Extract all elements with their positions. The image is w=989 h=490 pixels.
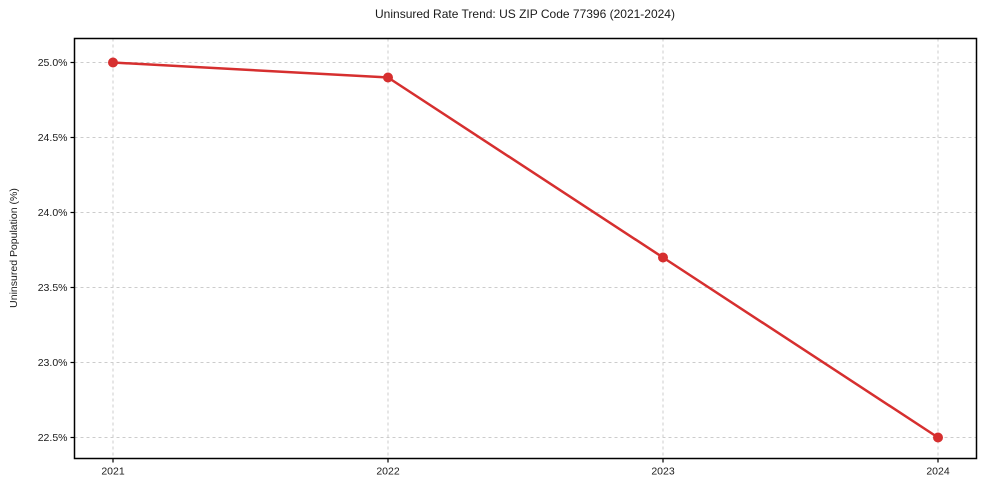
x-tick-label: 2021	[101, 466, 125, 478]
x-tick-label: 2024	[926, 466, 950, 478]
data-point	[383, 72, 393, 83]
y-tick-label: 23.0%	[38, 357, 68, 369]
data-line	[111, 61, 940, 439]
y-tick-label: 25.0%	[38, 57, 68, 69]
y-tick-label: 22.5%	[38, 432, 68, 444]
chart-title: Uninsured Rate Trend: US ZIP Code 77396 …	[375, 7, 675, 21]
plot-border	[73, 37, 978, 460]
data-point	[658, 252, 668, 263]
data-point	[933, 432, 943, 443]
y-tick-label: 23.5%	[38, 282, 68, 294]
data-point	[108, 57, 118, 68]
x-tick-label: 2022	[376, 466, 400, 478]
x-tick-label: 2023	[651, 466, 675, 478]
y-tick-label: 24.0%	[38, 207, 68, 219]
y-tick-label: 24.5%	[38, 132, 68, 144]
